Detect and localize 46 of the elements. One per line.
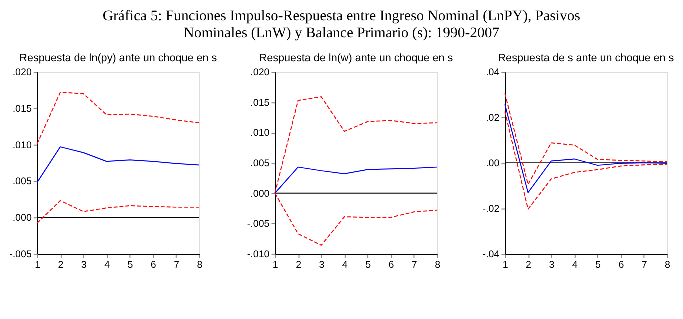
y-tick-label: -.005	[247, 219, 270, 230]
y-tick-label: .000	[12, 213, 32, 224]
y-tick-label: .010	[12, 140, 32, 152]
chart-subtitle: Respuesta de ln(py) ante un choque en s	[20, 52, 218, 64]
y-tick-label: -.005	[10, 249, 32, 260]
x-tick-label: 3	[549, 260, 556, 272]
y-tick-label: -.02	[482, 204, 500, 215]
y-tick-label: .005	[12, 176, 32, 188]
x-tick-label: 2	[526, 260, 532, 272]
y-tick-label: .010	[250, 128, 270, 140]
x-tick-label: 2	[296, 260, 302, 272]
x-tick-label: 4	[342, 260, 348, 272]
y-tick-label: .00	[486, 158, 500, 170]
x-tick-label: 4	[572, 260, 578, 272]
y-tick-label: .020	[250, 68, 270, 79]
chart-subtitle: Respuesta de s ante un choque en s	[498, 52, 675, 64]
x-tick-label: 6	[150, 260, 157, 272]
x-tick-label: 1	[502, 260, 508, 272]
x-tick-label: 5	[596, 260, 602, 272]
x-tick-label: 6	[388, 260, 395, 272]
x-tick-label: 1	[35, 260, 41, 272]
y-tick-label: .02	[486, 113, 500, 124]
x-tick-label: 2	[58, 260, 64, 272]
x-tick-label: 8	[665, 260, 672, 272]
y-tick-label: .000	[250, 188, 270, 200]
y-tick-label: .005	[250, 158, 270, 170]
y-tick-label: -.04	[482, 249, 500, 260]
chart-subtitle: Respuesta de ln(w) ante un choque en s	[259, 52, 454, 64]
x-tick-label: 1	[272, 260, 278, 272]
x-tick-label: 8	[197, 260, 204, 272]
y-tick-label: .015	[250, 98, 270, 109]
y-tick-label: .015	[12, 104, 32, 115]
y-tick-label: -.010	[247, 249, 270, 260]
x-tick-label: 3	[319, 260, 326, 272]
y-tick-label: .020	[12, 68, 32, 79]
text: Gráfica 5: Funciones Impulso-Respuesta entre Ingreso Nominal (LnPY), Pasivos Nominales (LnW) y Balance Primario (s): 1990-2007	[102, 8, 581, 42]
x-tick-label: 7	[174, 260, 180, 272]
y-tick-label: .04	[486, 68, 500, 79]
x-tick-label: 5	[366, 260, 372, 272]
x-tick-label: 5	[128, 260, 134, 272]
x-tick-label: 8	[435, 260, 442, 272]
x-tick-label: 7	[642, 260, 648, 272]
x-tick-label: 4	[104, 260, 111, 272]
x-tick-label: 3	[81, 260, 88, 272]
x-tick-label: 7	[412, 260, 418, 272]
x-tick-label: 6	[618, 260, 625, 272]
